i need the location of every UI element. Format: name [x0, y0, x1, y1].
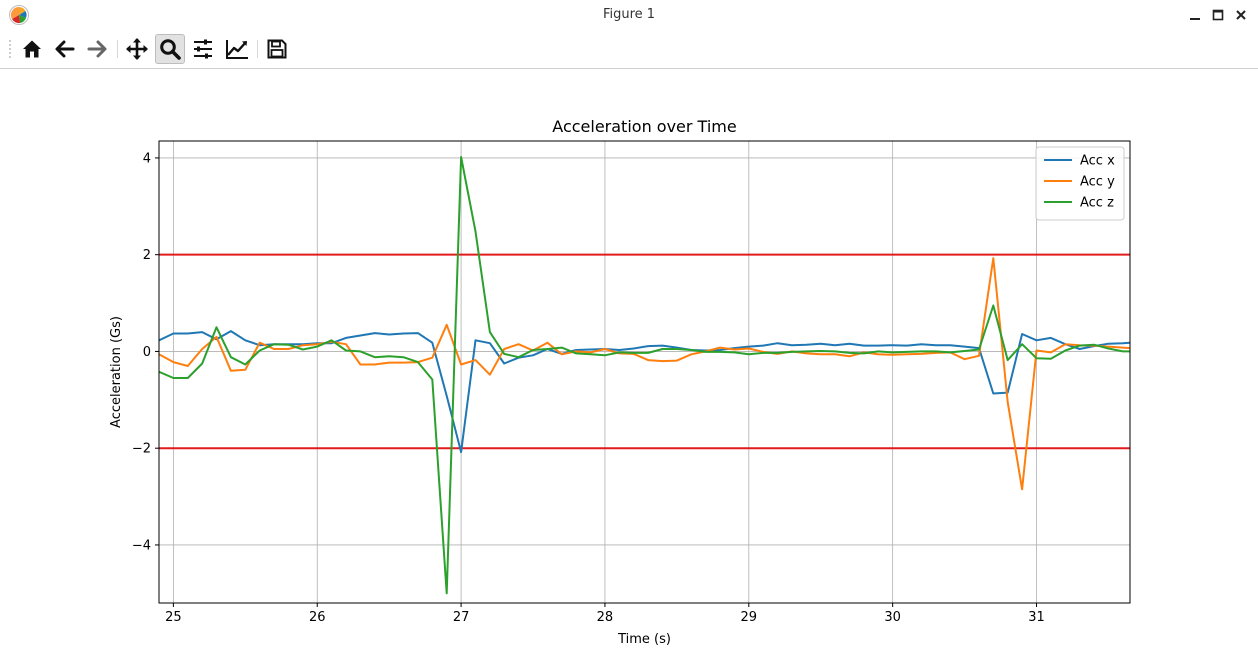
arrow-right-icon	[87, 40, 107, 58]
navigation-toolbar	[0, 30, 1258, 69]
axes-frame	[158, 140, 1131, 604]
minimize-icon	[1190, 18, 1200, 20]
zoom-button[interactable]	[155, 34, 185, 64]
y-tick-label: 0	[143, 345, 151, 360]
forward-button[interactable]	[82, 34, 112, 64]
move-icon	[126, 38, 148, 60]
figure-canvas[interactable]: 25 26 27 28 29 30 31 −4 −2 0 2 4 Acceleration over…	[4, 69, 1254, 668]
toolbar-separator	[117, 40, 118, 58]
close-icon	[1236, 10, 1246, 20]
y-axis-label: Acceleration (Gs)	[109, 316, 124, 428]
x-tick-label: 27	[453, 610, 470, 625]
x-tick-label: 25	[165, 610, 182, 625]
sliders-icon	[194, 39, 212, 59]
x-axis-ticks: 25 26 27 28 29 30 31	[165, 603, 1045, 625]
maximize-button[interactable]	[1209, 6, 1227, 24]
series-line-acc-z	[159, 156, 1130, 595]
home-button[interactable]	[17, 34, 47, 64]
minimize-button[interactable]	[1186, 6, 1204, 24]
y-tick-label: 2	[143, 248, 151, 263]
pan-button[interactable]	[122, 34, 152, 64]
x-tick-label: 29	[741, 610, 758, 625]
legend-label: Acc x	[1080, 154, 1115, 169]
series	[159, 156, 1130, 595]
back-button[interactable]	[50, 34, 80, 64]
home-icon	[23, 40, 41, 58]
chart-title: Acceleration over Time	[552, 117, 736, 136]
maximize-icon	[1212, 9, 1224, 21]
edit-axis-button[interactable]	[222, 34, 252, 64]
toolbar-grip-icon[interactable]	[8, 39, 12, 59]
matplotlib-logo-icon	[8, 4, 30, 26]
configure-subplots-button[interactable]	[188, 34, 218, 64]
arrow-left-icon	[55, 40, 75, 58]
x-tick-label: 28	[597, 610, 614, 625]
save-button[interactable]	[262, 34, 292, 64]
legend: Acc x Acc y Acc z	[1035, 146, 1125, 221]
line-chart-icon	[226, 40, 248, 59]
magnifier-icon	[160, 39, 181, 60]
y-tick-label: 4	[143, 151, 151, 166]
title-bar: Figure 1	[0, 0, 1258, 30]
series-line-acc-y	[159, 257, 1130, 491]
window-title: Figure 1	[602, 7, 656, 22]
y-tick-label: −4	[132, 538, 151, 553]
close-button[interactable]	[1232, 6, 1250, 24]
grid	[159, 141, 1130, 603]
y-axis-ticks: −4 −2 0 2 4	[132, 151, 159, 553]
legend-label: Acc y	[1080, 175, 1115, 190]
x-tick-label: 31	[1028, 610, 1045, 625]
chart: 25 26 27 28 29 30 31 −4 −2 0 2 4 Acceleration over…	[109, 117, 1131, 647]
y-tick-label: −2	[132, 442, 151, 457]
legend-label: Acc z	[1080, 196, 1114, 211]
toolbar-separator	[257, 40, 258, 58]
threshold-lines	[159, 253, 1130, 450]
x-axis-label: Time (s)	[617, 632, 671, 647]
x-tick-label: 30	[884, 610, 901, 625]
x-tick-label: 26	[309, 610, 326, 625]
floppy-disk-icon	[267, 39, 287, 59]
